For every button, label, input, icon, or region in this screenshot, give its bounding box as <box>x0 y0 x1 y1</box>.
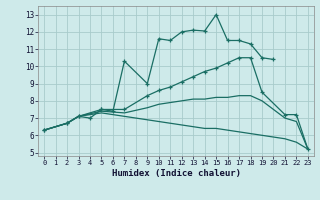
X-axis label: Humidex (Indice chaleur): Humidex (Indice chaleur) <box>111 169 241 178</box>
